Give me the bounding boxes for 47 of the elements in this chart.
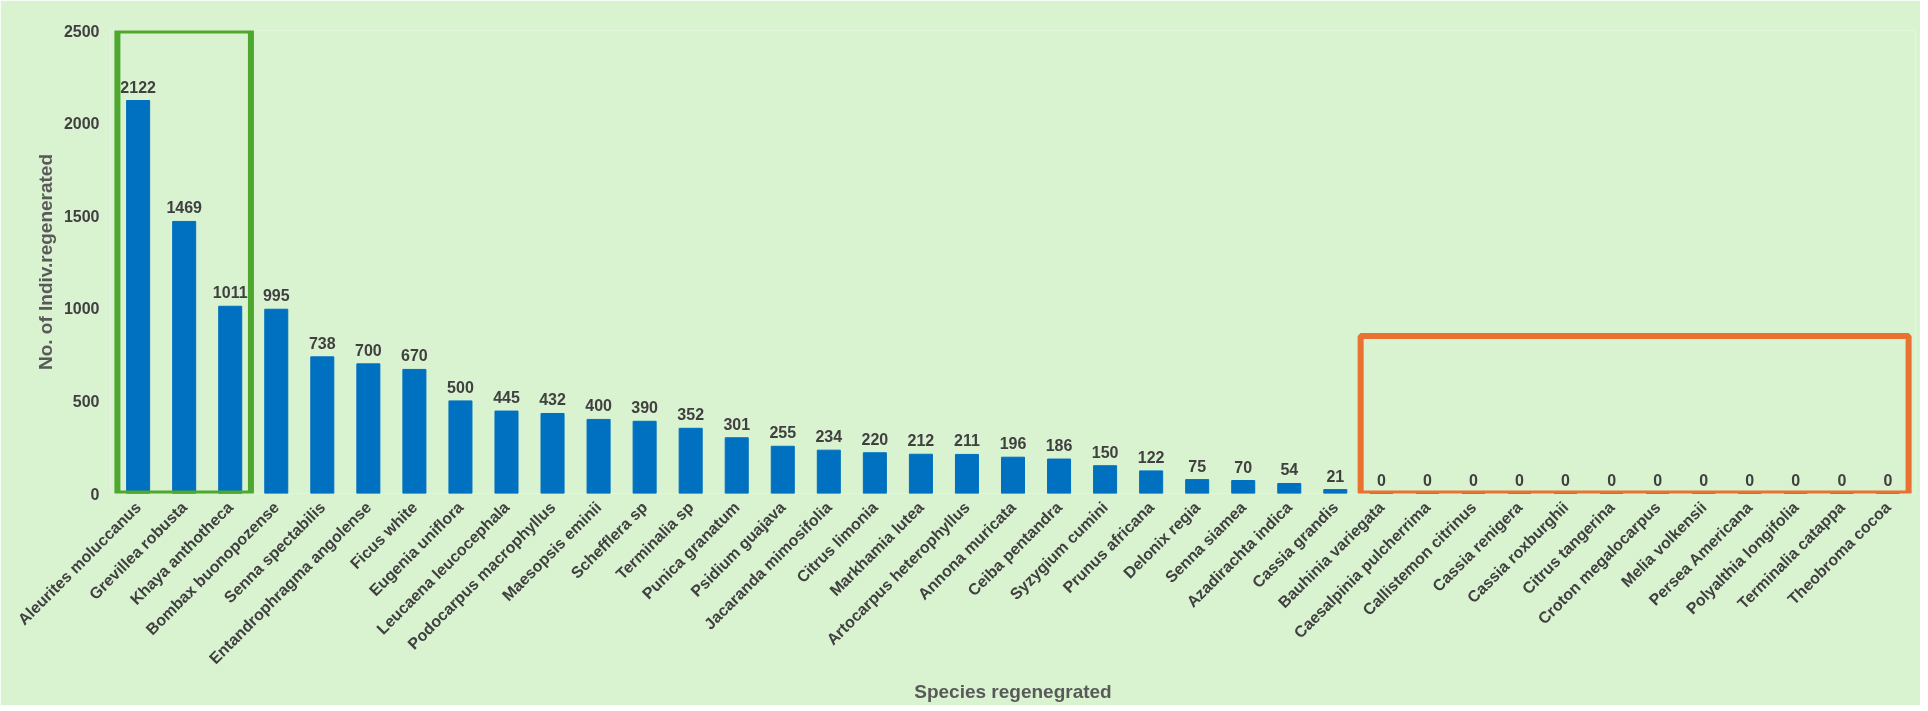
data-label: 301 xyxy=(723,415,751,433)
data-label: 70 xyxy=(1234,458,1253,476)
data-label: 196 xyxy=(999,435,1027,453)
data-label: 390 xyxy=(631,399,659,417)
data-label: 0 xyxy=(1469,471,1479,489)
data-label: 0 xyxy=(1791,471,1801,489)
data-label: 21 xyxy=(1326,467,1345,485)
data-label: 122 xyxy=(1137,448,1165,466)
data-label: 500 xyxy=(447,378,474,396)
y-tick-label: 2000 xyxy=(63,115,100,133)
data-label: 0 xyxy=(1422,471,1432,489)
y-tick-label: 500 xyxy=(72,392,100,410)
data-label: 1011 xyxy=(212,284,248,302)
data-label: 150 xyxy=(1091,443,1119,461)
data-label: 0 xyxy=(1837,471,1847,489)
data-label: 211 xyxy=(954,432,980,450)
data-label: 1469 xyxy=(166,199,203,217)
data-label: 700 xyxy=(355,341,382,359)
data-label: 995 xyxy=(262,287,290,305)
data-label: 0 xyxy=(1515,471,1525,489)
data-label: 432 xyxy=(539,391,566,409)
data-label: 186 xyxy=(1045,437,1073,455)
data-label: 400 xyxy=(585,397,613,415)
data-label: 2122 xyxy=(120,78,157,96)
data-label: 212 xyxy=(907,432,935,450)
data-label: 670 xyxy=(401,347,428,365)
data-label: 54 xyxy=(1280,461,1299,479)
data-label: 220 xyxy=(861,430,889,448)
data-label: 352 xyxy=(677,406,705,424)
y-axis-title: No. of Indiv.regenerated xyxy=(34,153,56,371)
y-tick-label: 2500 xyxy=(63,22,100,40)
y-tick-label: 1500 xyxy=(63,207,100,225)
data-label: 738 xyxy=(308,334,336,352)
y-tick-label: 1000 xyxy=(63,300,100,318)
data-label: 0 xyxy=(1376,471,1386,489)
data-label: 75 xyxy=(1188,457,1207,475)
data-label: 0 xyxy=(1883,471,1893,489)
data-label: 234 xyxy=(815,428,843,446)
data-label: 255 xyxy=(769,424,797,442)
data-label: 0 xyxy=(1561,471,1571,489)
data-label: 0 xyxy=(1699,471,1709,489)
x-axis-title: Species regenegrated xyxy=(914,681,1112,703)
y-tick-label: 0 xyxy=(90,485,100,503)
data-label: 0 xyxy=(1745,471,1755,489)
data-label: 445 xyxy=(493,389,520,407)
data-label: 0 xyxy=(1607,471,1617,489)
data-label: 0 xyxy=(1653,471,1663,489)
